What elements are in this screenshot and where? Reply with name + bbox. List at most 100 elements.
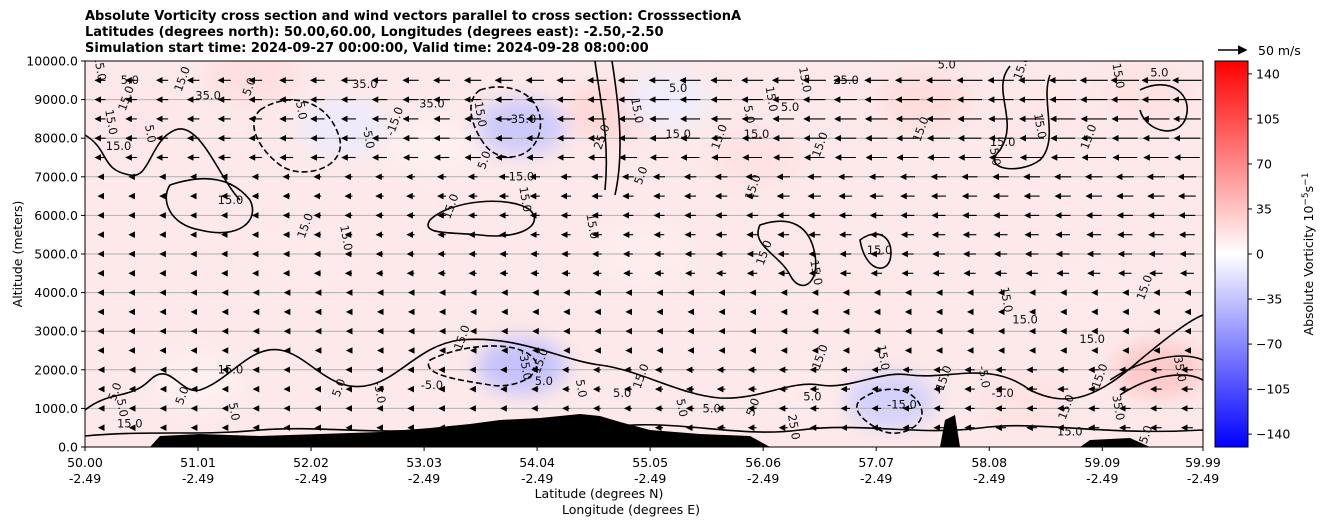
y-tick-label: 6000.0 xyxy=(34,208,78,223)
x-tick-label-lat: 56.06 xyxy=(745,455,781,470)
x-tick-label-lon: -2.49 xyxy=(521,471,553,486)
x-tick-label-lat: 57.07 xyxy=(858,455,894,470)
contour-label: 5.0 xyxy=(669,81,687,95)
contour-label: 5.0 xyxy=(226,401,243,421)
contour-label: 15.0 xyxy=(628,97,646,125)
contour-label: 15.0 xyxy=(516,185,534,213)
contour-line xyxy=(253,99,341,173)
contour-label: 5.0 xyxy=(631,164,650,186)
colorbar-label: Absolute Vorticity 10−5s−1 xyxy=(1301,173,1316,336)
y-tick-label: 9000.0 xyxy=(34,92,78,107)
y-axis: 0.0 1000.0 2000.0 3000.0 4000.0 5000.0 6000.0 7… xyxy=(26,54,85,455)
contour-label: 5.0 xyxy=(703,401,721,415)
x-tick-label-lat: 59.99 xyxy=(1185,455,1221,470)
x-tick-label-lon: -2.49 xyxy=(860,471,892,486)
contour-label: 15.0 xyxy=(218,363,244,377)
wind-key: 50 m/s xyxy=(1218,43,1301,58)
contour-label: 5.0 xyxy=(535,374,553,388)
contour-label: 15.0 xyxy=(117,417,143,431)
x-tick-label-lat: 51.01 xyxy=(180,455,216,470)
x-tick-label-lat: 55.05 xyxy=(632,455,668,470)
contour-label: 15.0 xyxy=(807,259,825,287)
vorticity-blob xyxy=(476,337,567,394)
contour-line xyxy=(757,220,817,287)
vorticity-blob xyxy=(980,372,1071,429)
contour-label: 15.0 xyxy=(744,127,770,141)
contour-label: 5.0 xyxy=(105,381,124,403)
terrain-shape xyxy=(1080,438,1150,447)
colorbar-tick-label: 105 xyxy=(1256,111,1280,126)
x-axis-label-line-2: Longitude (degrees E) xyxy=(562,502,700,517)
contour-label: 5.0 xyxy=(613,386,631,400)
contour-label: -35.0 xyxy=(516,349,535,381)
contour-label: 5.0 xyxy=(142,123,159,143)
contour-label: 25.0 xyxy=(785,413,803,441)
x-tick-label-lon: -2.49 xyxy=(747,471,779,486)
terrain xyxy=(150,414,1150,447)
x-tick-label-lon: -2.49 xyxy=(1086,471,1118,486)
contour-label: 15.0 xyxy=(106,139,132,153)
colorbar-tick-label: −140 xyxy=(1256,427,1290,442)
y-tick-label: 1000.0 xyxy=(34,401,78,416)
colorbar-tick-label: 70 xyxy=(1256,156,1272,171)
contour-label: 5.0 xyxy=(329,377,348,399)
contour-label: 15.0 xyxy=(990,135,1016,149)
x-tick-label-lon: -2.49 xyxy=(408,471,440,486)
contour-label: 5.0 xyxy=(573,378,590,398)
terrain-shape xyxy=(940,415,960,447)
vorticity-field xyxy=(95,61,1203,429)
contour-label: -35.0 xyxy=(507,112,537,126)
x-axis: 50.00-2.4951.01-2.4952.02-2.4953.03-2.49… xyxy=(67,447,1221,486)
plot-area: 15.0 5.015.015.015.015.05.035.0 5.05.015.0… xyxy=(84,60,1204,448)
vorticity-blob xyxy=(95,90,186,147)
x-axis-label-line-1: Latitude (degrees N) xyxy=(535,486,664,501)
chart-title-line-3: Simulation start time: 2024-09-27 00:00:… xyxy=(85,41,649,56)
terrain-shape xyxy=(150,414,770,447)
contour-label: 15.0 xyxy=(1057,424,1083,438)
vorticity-blob xyxy=(151,353,242,410)
contour-label: 15.0 xyxy=(509,170,535,184)
wind-vectors xyxy=(94,77,1202,432)
grid-lines xyxy=(85,61,1203,447)
colorbar-gradient xyxy=(1214,60,1249,448)
contour-line xyxy=(427,345,538,387)
y-tick-label: 4000.0 xyxy=(34,285,78,300)
contour-label: 15.0 xyxy=(1012,312,1038,326)
contour-label: 5.0 xyxy=(293,100,310,120)
y-tick-label: 3000.0 xyxy=(34,324,78,339)
colorbar-tick-label: 140 xyxy=(1256,66,1280,81)
y-tick-label: 8000.0 xyxy=(34,131,78,146)
contour-label: 35.0 xyxy=(1171,355,1189,383)
x-tick-label-lat: 52.02 xyxy=(293,455,329,470)
y-tick-label: 10000.0 xyxy=(26,54,78,69)
y-axis-label: Altitude (meters) xyxy=(10,201,25,308)
colorbar-tick-label: 35 xyxy=(1256,201,1272,216)
contour-line xyxy=(1139,84,1188,132)
contour-label: 5.0 xyxy=(803,390,821,404)
vorticity-blob xyxy=(1103,63,1194,120)
contour-line xyxy=(856,388,923,434)
contour-line xyxy=(470,86,542,158)
contour-label: 15.0 xyxy=(1079,332,1105,346)
colorbar-tick-label: −105 xyxy=(1256,382,1290,397)
contour-label: 15.0 xyxy=(665,127,691,141)
contour-label: -5.0 xyxy=(991,386,1013,400)
contour-label: 15.0 xyxy=(762,85,780,113)
contour-label: 5.0 xyxy=(1150,65,1168,79)
contour-label: -15.0 xyxy=(887,397,917,411)
contour-label: 5.0 xyxy=(114,397,131,417)
vorticity-blob xyxy=(845,372,936,429)
wind-key-label: 50 m/s xyxy=(1258,43,1301,58)
y-tick-label: 7000.0 xyxy=(34,169,78,184)
y-tick-label: 5000.0 xyxy=(34,247,78,262)
y-tick-label: 2000.0 xyxy=(34,362,78,377)
y-tick-label: 0.0 xyxy=(58,440,78,455)
contour-label: -5.0 xyxy=(360,125,378,150)
contour-label: 35.0 xyxy=(352,77,378,91)
contour-label: 35.0 xyxy=(419,96,445,110)
colorbar-ticks: 140 105 70 35 0 −35 −70 −105 −140 xyxy=(1248,66,1290,442)
contour-label: 5.0 xyxy=(674,397,691,417)
contour-label: 5.0 xyxy=(172,384,191,406)
contour-label: 35.0 xyxy=(1109,394,1127,422)
